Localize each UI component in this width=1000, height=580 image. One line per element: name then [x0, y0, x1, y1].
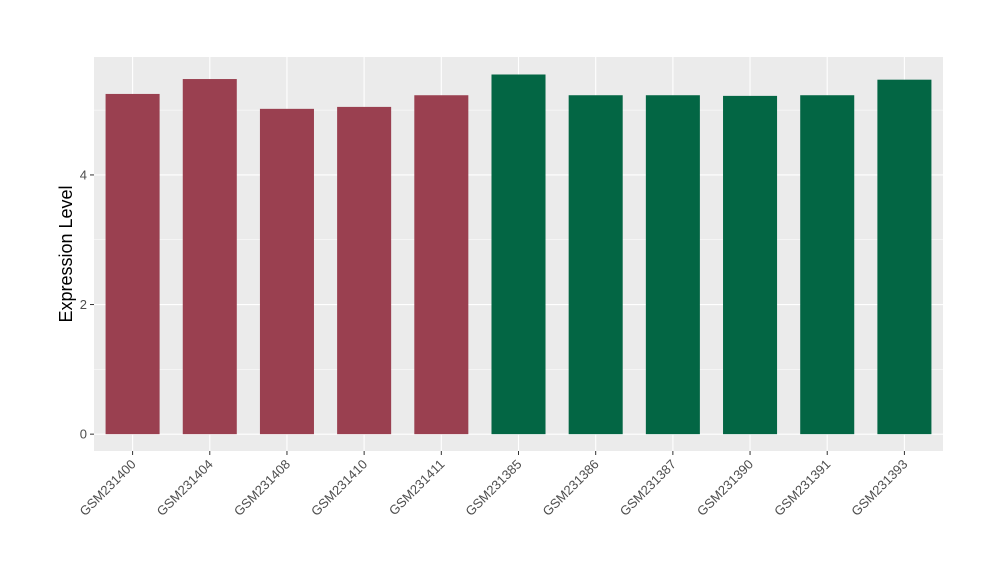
- bar: [259, 108, 314, 435]
- x-tick-label: GSM231393: [848, 457, 910, 519]
- x-tick-label: GSM231404: [154, 457, 216, 519]
- bar: [800, 95, 855, 435]
- bar: [337, 106, 392, 435]
- bars: [105, 74, 932, 435]
- x-tick-label: GSM231411: [386, 457, 448, 519]
- y-axis: 0 2 4: [80, 167, 94, 442]
- x-tick-label: GSM231385: [462, 457, 524, 519]
- x-tick-label: GSM231400: [76, 457, 138, 519]
- bar: [645, 95, 700, 435]
- y-tick-label: 4: [80, 167, 87, 182]
- x-tick-label: GSM231390: [694, 457, 756, 519]
- y-tick-label: 2: [80, 297, 87, 312]
- bar: [414, 95, 469, 435]
- y-axis-title: Expression Level: [56, 185, 76, 322]
- bar: [723, 95, 778, 435]
- x-tick-label: GSM231391: [771, 457, 833, 519]
- x-axis: GSM231400 GSM231404 GSM231408 GSM231410 GSM2…: [76, 451, 911, 519]
- bar: [491, 74, 546, 435]
- x-tick-label: GSM231387: [617, 457, 679, 519]
- x-tick-label: GSM231408: [231, 457, 293, 519]
- x-tick-label: GSM231410: [308, 457, 370, 519]
- bar: [877, 79, 932, 435]
- y-tick-label: 0: [80, 427, 87, 442]
- bar: [182, 79, 237, 435]
- x-tick-label: GSM231386: [540, 457, 602, 519]
- bar: [568, 95, 623, 435]
- bar: [105, 93, 160, 435]
